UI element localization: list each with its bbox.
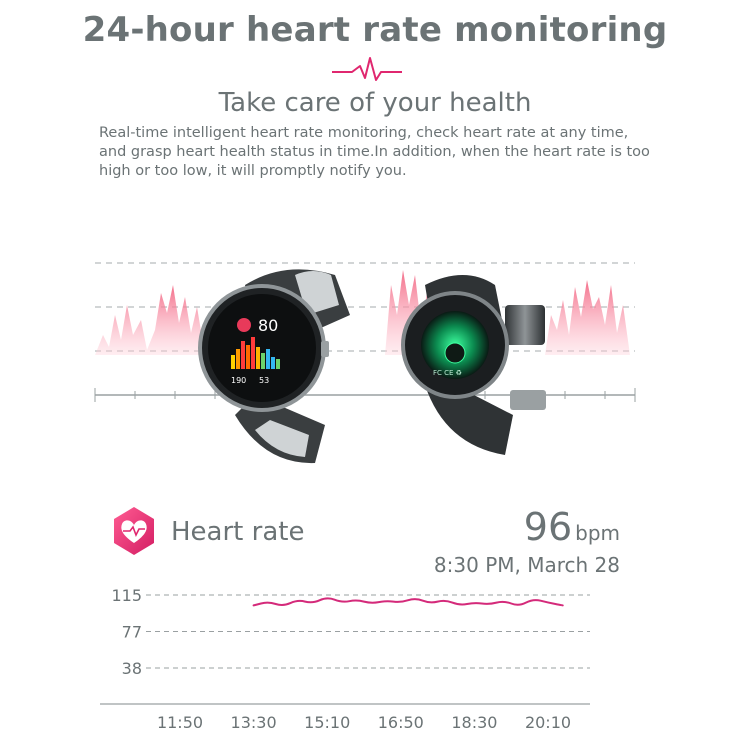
- pulse-icon: [332, 57, 402, 81]
- product-hero: 80 190 53: [85, 245, 645, 485]
- feature-description: Real-time intelligent heart rate monitor…: [99, 125, 650, 179]
- heart-rate-unit: bpm: [575, 521, 620, 545]
- heart-rate-card: Heart rate 96 bpm 8:30 PM, March 28: [108, 505, 628, 585]
- x-tick-label: 18:30: [451, 713, 497, 732]
- x-tick-label: 16:50: [378, 713, 424, 732]
- heart-rate-chart: 115 77 38 11:50 13:30 15:10 16:50 18:30 20:10: [100, 586, 590, 732]
- heart-rate-series-line: [252, 597, 564, 607]
- page-subtitle: Take care of your health: [218, 88, 532, 118]
- watch-hr-bars: [231, 337, 280, 369]
- watch-hr-value: 80: [258, 316, 278, 335]
- x-tick-label: 20:10: [525, 713, 571, 732]
- x-tick-label: 13:30: [231, 713, 277, 732]
- heart-rate-value: 96: [523, 505, 573, 549]
- x-tick-label: 11:50: [157, 713, 203, 732]
- watch-illustration: 80 190 53: [94, 262, 636, 464]
- heart-rate-reading: 96 bpm: [524, 505, 620, 549]
- y-tick-label: 38: [122, 659, 142, 678]
- y-tick-label: 77: [122, 623, 142, 642]
- waveform-background: [95, 285, 220, 355]
- heart-rate-icon: [114, 507, 154, 555]
- heart-rate-timestamp: 8:30 PM, March 28: [433, 553, 620, 577]
- watch-stat-left: 190: [231, 376, 246, 385]
- watch-screen: 80 190 53: [231, 316, 280, 385]
- watch-stat-right: 53: [259, 376, 269, 385]
- y-tick-label: 115: [111, 586, 142, 605]
- heart-rate-label: Heart rate: [171, 517, 305, 547]
- x-tick-label: 15:10: [304, 713, 350, 732]
- page-title: 24-hour heart rate monitoring: [82, 10, 668, 50]
- svg-text:FC CE ♻: FC CE ♻: [433, 369, 462, 377]
